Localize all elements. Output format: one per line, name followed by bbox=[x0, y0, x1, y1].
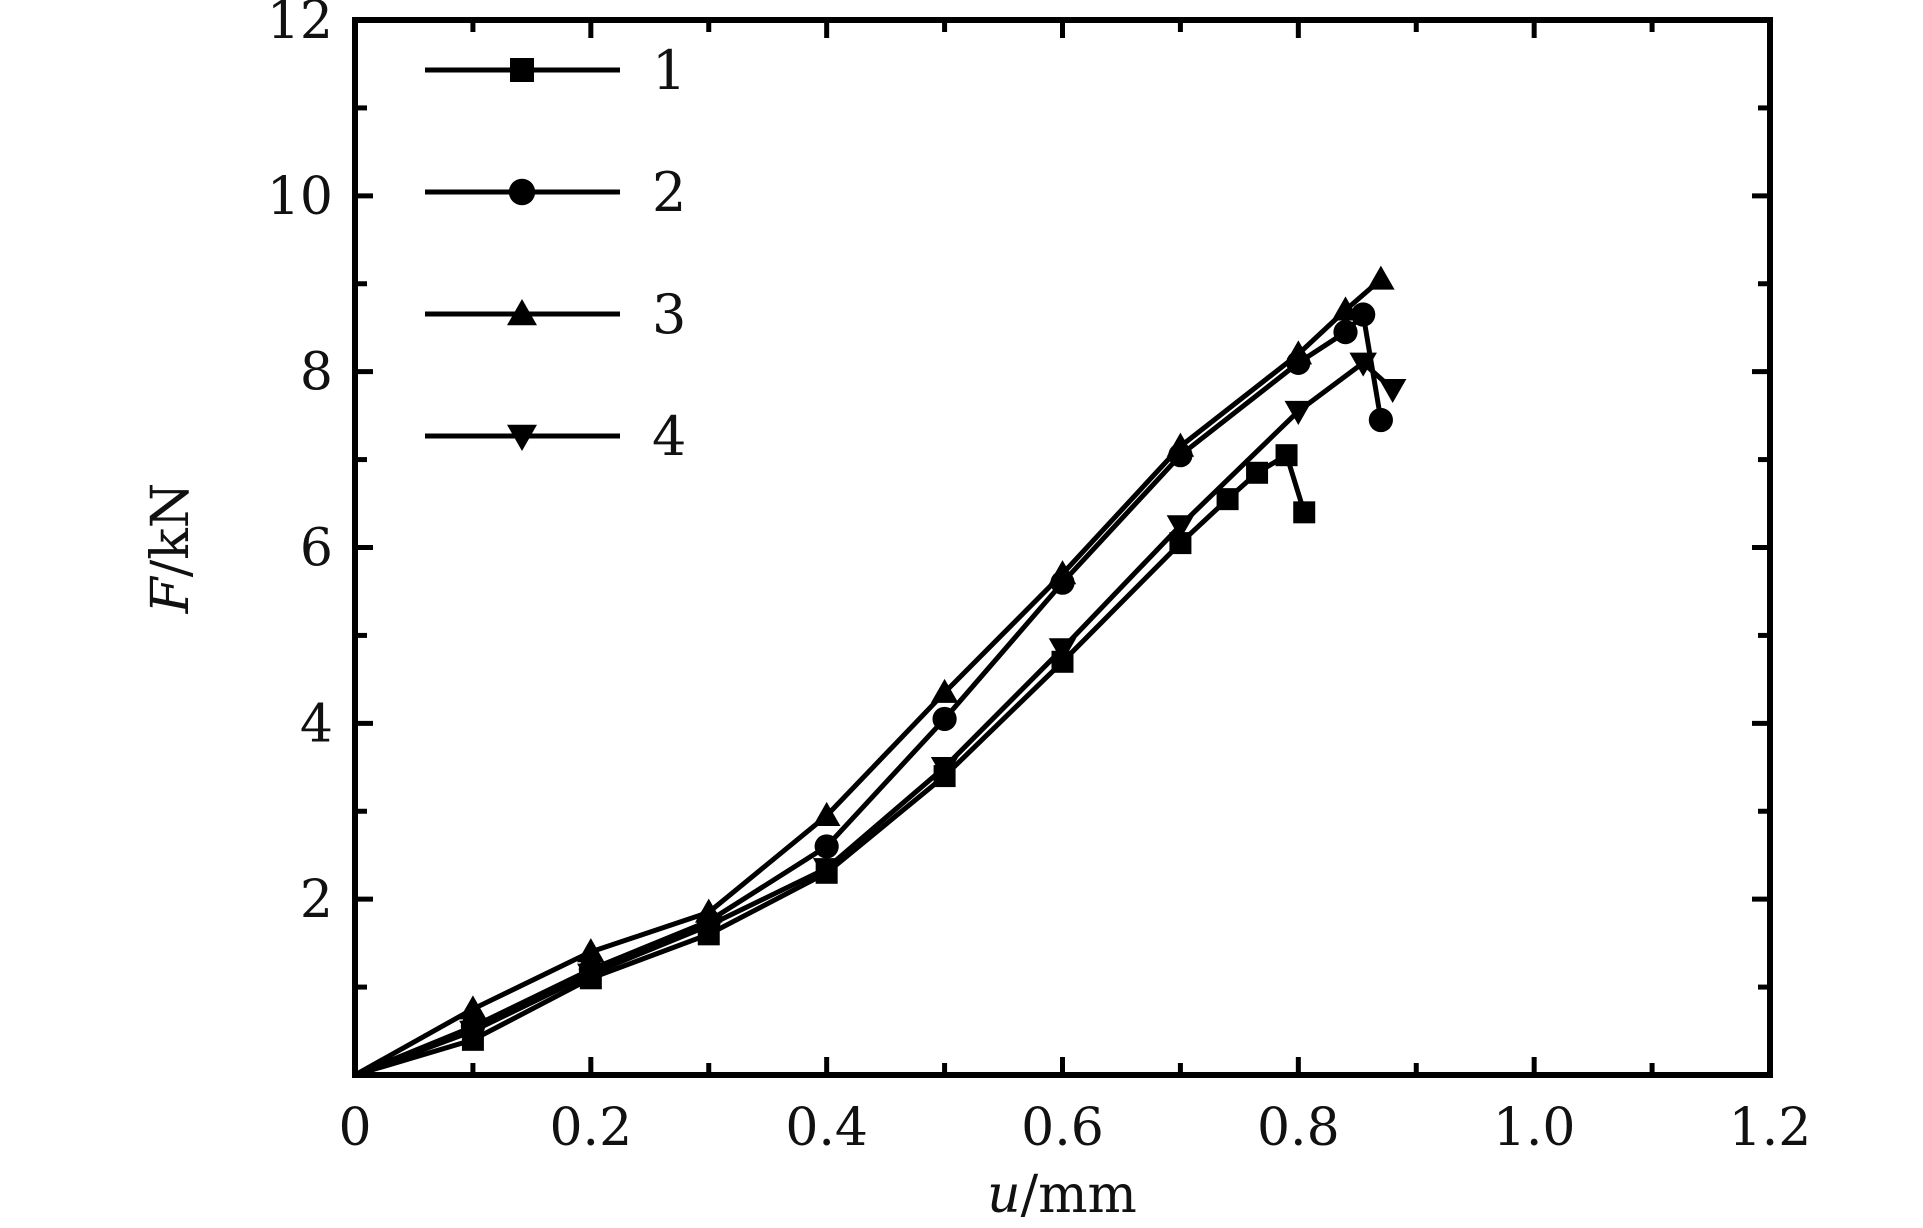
x-tick-label: 0.8 bbox=[1257, 1098, 1340, 1158]
series-3-line bbox=[353, 277, 1383, 1078]
legend-label-4: 4 bbox=[652, 405, 686, 468]
x-tick-label: 0.4 bbox=[785, 1098, 868, 1158]
series-3-point bbox=[1367, 265, 1395, 290]
series-3-point bbox=[1331, 296, 1360, 321]
series-4-point bbox=[695, 915, 723, 940]
legend-marker-1 bbox=[510, 58, 534, 82]
series-4-point bbox=[1378, 378, 1407, 403]
series-2-point bbox=[1333, 320, 1358, 345]
legend-marker-4 bbox=[507, 424, 537, 451]
plot-data-layer bbox=[353, 265, 1407, 1078]
y-tick-label: 2 bbox=[300, 870, 333, 930]
x-tick-label: 0.6 bbox=[1021, 1098, 1104, 1158]
y-tick-label: 10 bbox=[267, 167, 333, 227]
legend-marker-2 bbox=[508, 178, 536, 206]
legend-label-3: 3 bbox=[652, 283, 686, 346]
x-tick-label: 1.0 bbox=[1493, 1098, 1576, 1158]
y-tick-label: 8 bbox=[300, 343, 333, 403]
legend-label-1: 1 bbox=[652, 39, 686, 102]
x-axis-symbol: u bbox=[987, 1165, 1021, 1225]
y-tick-label: 6 bbox=[300, 519, 333, 579]
x-tick-label: 0.2 bbox=[549, 1098, 632, 1158]
legend-label-2: 2 bbox=[652, 161, 686, 224]
series-4-point bbox=[1166, 515, 1195, 540]
series-2-line bbox=[354, 312, 1384, 1078]
series-4-point bbox=[1284, 400, 1313, 425]
series-2-point bbox=[1368, 407, 1393, 433]
series-2-point bbox=[1351, 302, 1376, 327]
x-axis-unit: /mm bbox=[1021, 1165, 1137, 1225]
legend: 1 2 3 4 bbox=[425, 39, 686, 468]
series-1-point bbox=[1293, 501, 1316, 524]
series-4-point bbox=[930, 756, 959, 782]
series-3-point bbox=[930, 678, 959, 703]
series-2-point bbox=[932, 706, 957, 732]
y-axis-symbol: F bbox=[141, 575, 201, 614]
legend-marker-3 bbox=[507, 299, 537, 326]
series-1-point bbox=[1246, 461, 1269, 484]
series-4-point bbox=[1048, 638, 1077, 663]
y-tick-label: 12 bbox=[267, 0, 333, 51]
series-1-point bbox=[1275, 444, 1298, 467]
y-tick-label: 4 bbox=[300, 694, 333, 754]
series-4-line bbox=[354, 360, 1395, 1078]
series-4-point bbox=[577, 963, 605, 988]
series-3-point bbox=[1048, 560, 1077, 585]
series-3-point bbox=[577, 938, 605, 963]
y-axis-unit: /kN bbox=[141, 483, 201, 578]
series-1-point bbox=[1216, 488, 1239, 511]
series-4-point bbox=[459, 1020, 487, 1045]
series-3-point bbox=[1166, 432, 1195, 457]
x-tick-label: 0 bbox=[338, 1098, 371, 1158]
series-3-point bbox=[812, 801, 841, 826]
y-axis-label: F/kN bbox=[141, 483, 201, 615]
series-3-point bbox=[459, 995, 487, 1020]
series-2-point bbox=[814, 834, 839, 859]
x-axis-label: u/mm bbox=[987, 1165, 1137, 1225]
series-1-point bbox=[1169, 532, 1192, 555]
series-3-point bbox=[1284, 340, 1313, 365]
series-4-point bbox=[812, 858, 841, 883]
series-4-point bbox=[1349, 352, 1377, 377]
plot-area-frame bbox=[352, 17, 1773, 1078]
x-tick-label: 1.2 bbox=[1729, 1098, 1812, 1158]
